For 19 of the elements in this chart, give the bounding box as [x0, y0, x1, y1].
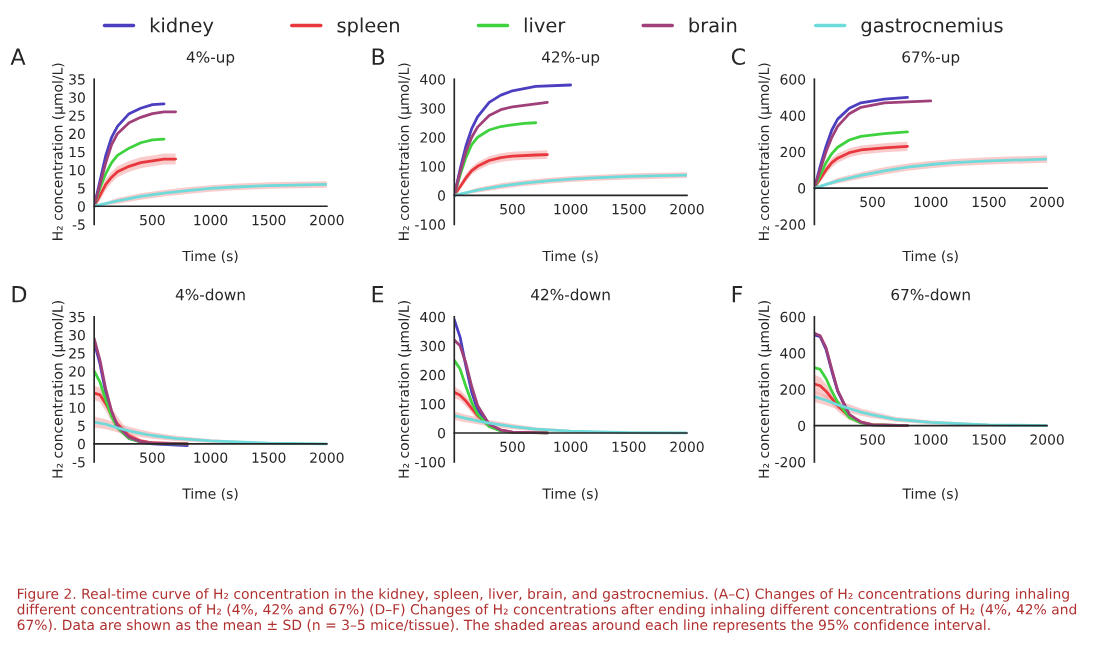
text: E	[372, 286, 384, 303]
legend-label: gastrocnemius	[861, 17, 1003, 37]
line-series	[94, 137, 166, 208]
line-series	[814, 331, 909, 428]
text: F	[732, 286, 743, 303]
legend-label: kidney	[150, 17, 214, 37]
legend-label: brain	[689, 17, 737, 33]
line-series	[454, 338, 549, 435]
line-series	[454, 121, 538, 197]
text: A	[10, 48, 26, 65]
line-series	[454, 101, 549, 197]
line-series	[94, 110, 178, 208]
line-series	[814, 130, 909, 190]
text: B	[372, 48, 385, 65]
text: D	[12, 286, 27, 303]
legend-label: spleen	[337, 17, 399, 37]
line-series	[814, 99, 933, 190]
text: C	[731, 48, 745, 65]
legend-label: liver	[524, 17, 566, 33]
